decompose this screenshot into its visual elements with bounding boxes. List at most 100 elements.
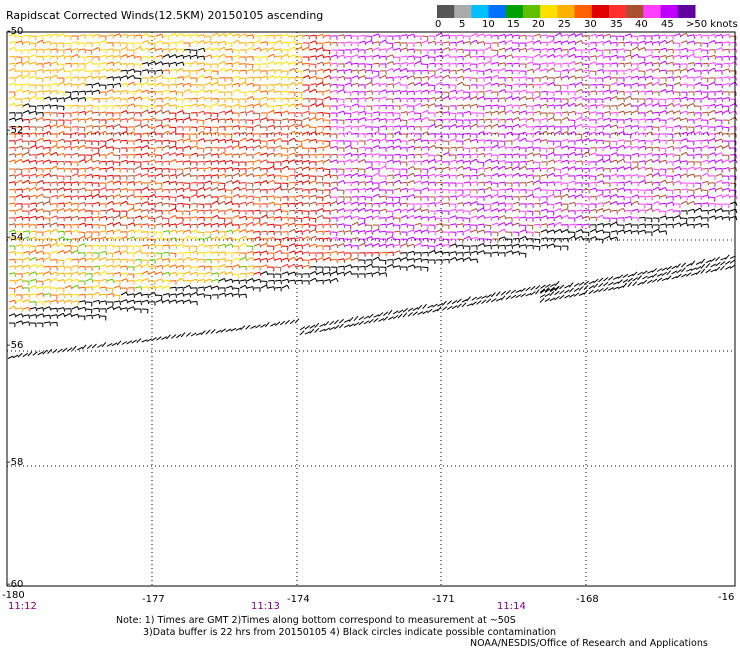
- wind-barb-flag: [315, 83, 318, 88]
- wind-barb: [106, 68, 113, 72]
- wind-barb: [134, 138, 141, 142]
- wind-barb-flag: [651, 119, 653, 124]
- wind-barb: [71, 139, 78, 142]
- wind-barb-flag: [70, 182, 72, 187]
- wind-barb-flag: [490, 175, 492, 180]
- wind-barb-flag: [364, 56, 366, 61]
- wind-barb: [155, 61, 162, 65]
- wind-barb: [127, 131, 134, 135]
- wind-barb: [337, 34, 344, 37]
- wind-barb: [491, 82, 498, 86]
- wind-barb: [50, 48, 57, 51]
- wind-barb-flag: [182, 160, 184, 165]
- wind-barb-flag: [518, 83, 521, 88]
- wind-barb-flag: [574, 97, 577, 102]
- wind-barb-flag: [483, 153, 486, 158]
- wind-barb-flag: [301, 194, 304, 200]
- wind-barb-flag: [265, 180, 269, 185]
- wind-barb-flag: [98, 89, 101, 95]
- wind-barb-flag: [644, 47, 647, 52]
- wind-barb: [393, 179, 400, 184]
- wind-barb-flag: [665, 174, 668, 179]
- wind-barb-flag: [335, 187, 339, 192]
- wind-barb: [302, 166, 309, 170]
- wind-barb: [351, 90, 359, 93]
- wind-barb: [680, 188, 688, 191]
- wind-barb: [43, 151, 50, 156]
- wind-barb-flag: [203, 48, 206, 53]
- wind-barb-flag: [364, 75, 367, 80]
- wind-barb: [372, 139, 379, 142]
- wind-barb: [288, 174, 295, 177]
- wind-barb-flag: [14, 41, 17, 46]
- wind-barb: [638, 139, 646, 142]
- wind-barb: [50, 151, 57, 156]
- wind-barb-flag: [686, 48, 689, 53]
- wind-barb: [246, 167, 253, 170]
- wind-barb: [106, 34, 113, 37]
- wind-barb-flag: [636, 46, 640, 51]
- wind-barb-flag: [455, 195, 457, 200]
- wind-barb: [491, 74, 498, 79]
- wind-barb-flag: [294, 41, 297, 46]
- wind-barb: [386, 67, 393, 72]
- wind-barb-flag: [475, 123, 479, 128]
- wind-barb-flag: [210, 167, 213, 172]
- wind-barb: [372, 41, 379, 44]
- wind-barb: [169, 47, 176, 51]
- wind-barb-flag: [287, 183, 289, 188]
- wind-barb-flag: [252, 110, 255, 115]
- wind-barb-flag: [384, 75, 388, 80]
- wind-barb: [22, 74, 29, 79]
- wind-barb: [106, 188, 113, 191]
- wind-barb-flag: [574, 125, 577, 130]
- wind-barb: [624, 49, 632, 51]
- wind-barb: [148, 47, 155, 51]
- wind-barb: [239, 81, 246, 86]
- wind-barb: [414, 138, 421, 142]
- wind-barb-flag: [693, 62, 696, 67]
- wind-barb-flag: [126, 34, 129, 39]
- wind-barb-flag: [161, 69, 163, 74]
- wind-barb: [589, 152, 596, 156]
- wind-barb: [708, 187, 715, 191]
- wind-barb: [386, 125, 393, 128]
- wind-barb-flag: [616, 132, 619, 137]
- wind-barb: [8, 55, 16, 58]
- wind-barb-flag: [497, 54, 500, 59]
- wind-barb: [666, 117, 673, 121]
- wind-barb-flag: [56, 48, 59, 53]
- wind-barb: [393, 138, 400, 142]
- wind-barb: [533, 138, 540, 142]
- wind-barb-flag: [728, 188, 731, 193]
- wind-barb-flag: [350, 113, 352, 118]
- wind-barb-flag: [14, 147, 16, 152]
- wind-barb-flag: [630, 68, 633, 73]
- wind-barb: [407, 90, 414, 93]
- wind-barb: [610, 181, 618, 184]
- wind-barb: [323, 158, 330, 163]
- wind-barb-flag: [216, 32, 220, 38]
- wind-barb: [519, 173, 526, 177]
- wind-barb-flag: [231, 134, 233, 139]
- wind-barb-flag: [294, 174, 296, 179]
- wind-barb: [267, 174, 274, 177]
- wind-barb: [449, 41, 457, 44]
- wind-barb: [288, 119, 296, 121]
- wind-barb: [71, 104, 79, 107]
- wind-barb-flag: [399, 42, 401, 47]
- wind-barb: [512, 123, 519, 128]
- wind-barb-flag: [175, 97, 178, 102]
- wind-barb: [519, 123, 526, 128]
- wind-barb: [57, 145, 64, 149]
- wind-barb: [316, 125, 324, 128]
- wind-barb: [176, 32, 183, 37]
- wind-barb: [309, 126, 317, 128]
- wind-barb-flag: [49, 188, 51, 194]
- wind-barb: [64, 76, 71, 79]
- wind-barb-flag: [441, 55, 444, 60]
- wind-barb-flag: [286, 61, 290, 66]
- wind-barb: [435, 62, 443, 65]
- wind-barb: [400, 119, 408, 121]
- wind-barb: [561, 33, 568, 37]
